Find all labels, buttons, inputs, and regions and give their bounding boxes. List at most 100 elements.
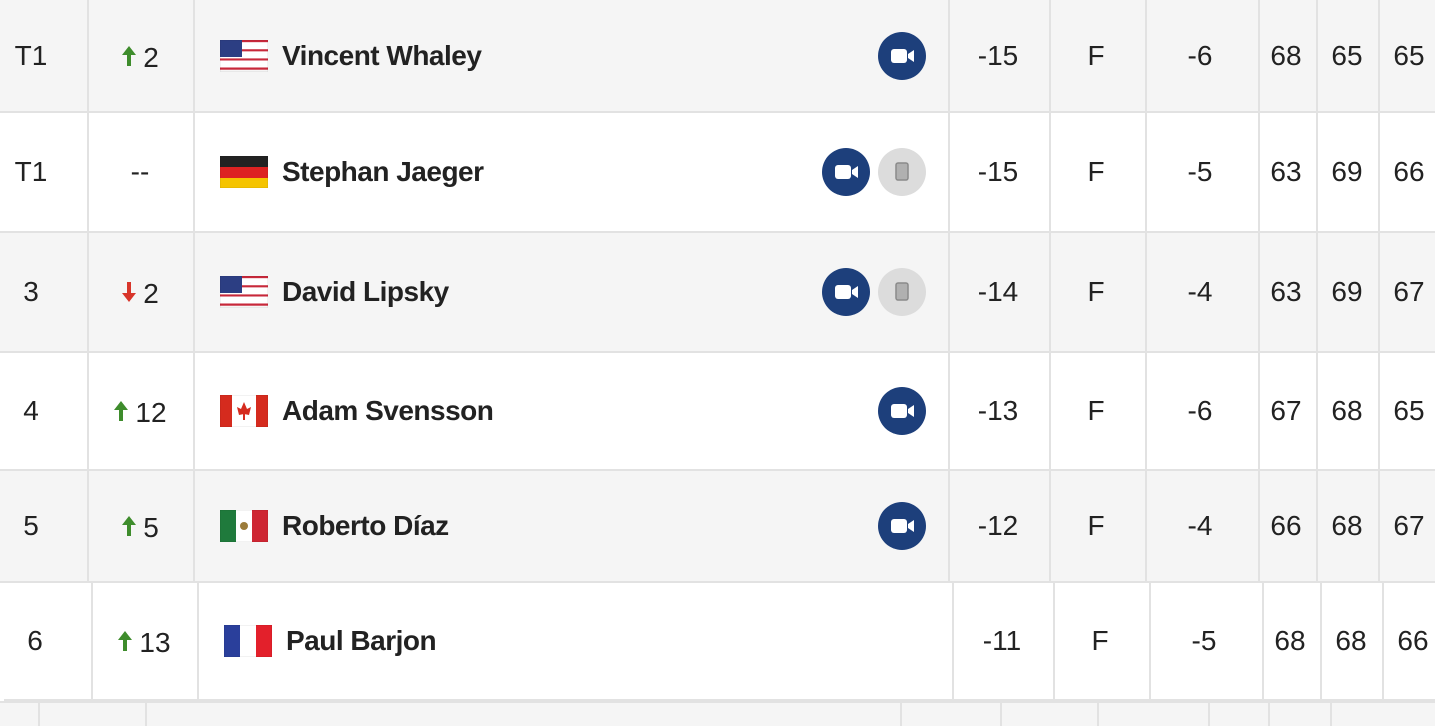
camera-body [891,48,907,63]
camera-body [835,165,851,179]
flag-part [220,287,268,290]
column-divider [1049,233,1051,351]
column-divider [1316,353,1318,469]
flag-part [220,278,268,281]
player-name[interactable]: Roberto Díaz [282,510,449,541]
leaderboard-row: 4 -13 F -6 67 68 65 12 Adam Svensson [0,353,1435,471]
flag-part [220,298,268,302]
r2-cell: 68 [1331,395,1363,426]
pos-cell: T1 [14,39,48,71]
scorecard-button[interactable] [877,147,927,197]
flag-part [220,276,242,293]
arrow-shape [122,516,137,536]
column-divider [193,0,195,111]
camera-body [835,285,851,299]
flag-part [220,178,268,188]
country-flag [220,395,268,427]
column-divider [948,233,950,351]
leaderboard-row: 5 -12 F -4 66 68 67 5 Roberto Díaz [0,471,1435,583]
column-divider [87,113,89,231]
column-divider [1208,703,1210,726]
column-divider [1378,233,1380,351]
total-cell: -11 [982,625,1022,656]
flag-part [220,395,232,427]
column-divider [1316,471,1318,581]
movement-value: 13 [139,627,171,658]
movement-arrow [122,45,137,66]
column-divider [1320,583,1322,699]
movement-value: 2 [143,41,159,73]
r3-cell: 67 [1393,510,1425,541]
movement-value: 12 [135,397,167,428]
column-divider [197,583,199,699]
pos-cell: 5 [23,510,39,541]
movement-cell: 5 [90,471,190,581]
column-divider [87,233,89,351]
column-divider [1316,233,1318,351]
leaderboard-row: 3 -14 F -4 63 69 67 2 David Lipsky [0,233,1435,353]
flag-part [220,292,268,295]
camera-body [891,404,907,418]
flag-part [220,294,268,297]
flag-part [220,276,268,279]
column-divider [1097,703,1099,726]
country-flag [224,625,272,657]
column-divider [1053,583,1055,699]
r3-cell: 66 [1393,156,1425,187]
video-button[interactable] [821,267,871,317]
r3-cell: 67 [1393,276,1425,307]
player-name[interactable]: Vincent Whaley [282,39,482,71]
total-cell: -14 [977,276,1019,307]
column-divider [1258,233,1260,351]
r3-cell: 65 [1393,39,1425,71]
flag-part [220,156,268,167]
flag-part [220,44,268,47]
column-divider [948,353,950,469]
flag-part [220,48,268,51]
flag-part [240,625,256,657]
column-divider [193,233,195,351]
video-button[interactable] [877,501,927,551]
movement-arrow [114,401,129,421]
video-button[interactable] [821,147,871,197]
scorecard-button[interactable] [877,267,927,317]
column-divider [1330,703,1332,726]
player-name[interactable]: Stephan Jaeger [282,156,484,187]
column-divider [1258,113,1260,231]
column-divider [1258,471,1260,581]
country-flag [220,156,268,188]
camera-lens [852,166,858,178]
total-cell: -15 [977,156,1019,187]
player-name[interactable]: David Lipsky [282,276,449,307]
player-name[interactable]: Adam Svensson [282,395,494,426]
column-divider [87,0,89,111]
column-divider [1049,471,1051,581]
movement-arrow [122,282,137,302]
flag-part [220,296,268,299]
column-divider [91,583,93,699]
column-divider [1316,113,1318,231]
player-name[interactable]: Paul Barjon [286,625,437,656]
flag-part [220,55,268,58]
flag-part [220,285,268,288]
thru-cell: F [1087,276,1105,307]
total-cell: -15 [977,39,1019,71]
thru-cell: F [1087,39,1105,71]
flag-part [220,289,268,292]
today-cell: -5 [1191,625,1217,656]
movement-arrow [122,516,137,536]
pos-cell: 3 [23,276,39,307]
column-divider [193,471,195,581]
r3-cell: 66 [1397,625,1429,656]
column-divider [1145,471,1147,581]
maple-leaf [237,402,251,420]
column-divider [1268,703,1270,726]
camera-lens [908,49,914,62]
column-divider [1378,471,1380,581]
flag-part [252,510,268,542]
video-button[interactable] [877,31,927,81]
video-button[interactable] [877,386,927,436]
movement-cell: 2 [90,0,190,111]
column-divider [193,353,195,469]
column-divider [1145,113,1147,231]
